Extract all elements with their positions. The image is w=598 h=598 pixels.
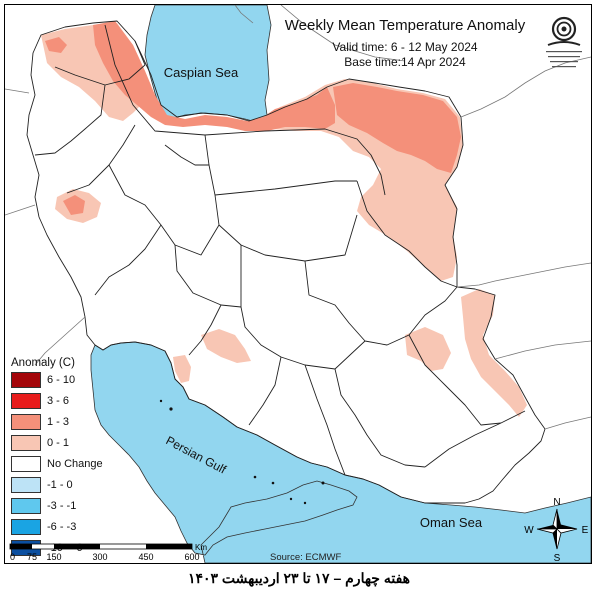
legend-label: -1 - 0	[47, 479, 73, 491]
legend-item: 6 - 10	[11, 371, 111, 389]
organization-logo	[546, 16, 582, 68]
scale-tick-label: 450	[138, 552, 153, 562]
legend-swatch	[11, 456, 41, 472]
legend-label: -3 - -1	[47, 500, 77, 512]
legend-label: 6 - 10	[47, 374, 76, 386]
legend-items: 6 - 10 3 - 6 1 - 3 0 - 1 No Change -1 - 0 -3 -…	[11, 371, 111, 557]
base-time: Base time:14 Apr 2024	[344, 55, 466, 69]
anomaly-1-3-areas	[45, 21, 461, 215]
legend-item: -1 - 0	[11, 476, 111, 494]
iran-map: Caspian Sea Persian Gulf Oman Sea N S E …	[5, 5, 591, 563]
persian-caption: هفته چهارم – ۱۷ تا ۲۳ اردیبهشت ۱۴۰۳	[187, 570, 411, 586]
legend-label: 0 - 1	[47, 437, 70, 449]
compass-n: N	[553, 497, 560, 508]
legend-item: 3 - 6	[11, 392, 111, 410]
legend: Anomaly (C) 6 - 10 3 - 6 1 - 3 0 - 1 No Chan…	[11, 357, 111, 560]
caspian-sea-label: Caspian Sea	[164, 65, 239, 80]
legend-swatch	[11, 372, 41, 388]
compass-rose: N S E W	[524, 497, 588, 563]
map-title: Weekly Mean Temperature Anomaly	[284, 17, 526, 34]
legend-swatch	[11, 435, 41, 451]
legend-swatch	[11, 414, 41, 430]
legend-title: Anomaly (C)	[11, 357, 75, 369]
legend-item: 1 - 3	[11, 413, 111, 431]
legend-label: 3 - 6	[47, 395, 70, 407]
valid-time: Valid time: 6 - 12 May 2024	[332, 40, 478, 54]
legend-label: -6 - -3	[47, 521, 77, 533]
neighbor-borders	[5, 5, 591, 430]
scale-tick-label: 0	[10, 552, 15, 562]
legend-item: -3 - -1	[11, 497, 111, 515]
legend-swatch	[11, 477, 41, 493]
compass-e: E	[582, 525, 589, 536]
compass-s: S	[554, 553, 561, 563]
legend-swatch	[11, 519, 41, 535]
oman-sea-label: Oman Sea	[420, 515, 483, 530]
anomaly-south-central	[405, 327, 451, 371]
scale-tick-label: 300	[92, 552, 107, 562]
scale-tick-label: 600	[184, 552, 199, 562]
legend-swatch	[11, 393, 41, 409]
anomaly-east	[461, 289, 527, 417]
anomaly-zagros	[201, 329, 251, 363]
gulf-islands	[159, 399, 325, 505]
anomaly-gulf-coast	[173, 355, 191, 383]
province-boundaries	[26, 20, 546, 504]
scale-unit: Km	[195, 543, 207, 552]
legend-item: -6 - -3	[11, 518, 111, 536]
legend-item: No Change	[11, 455, 111, 473]
source-credit: Source: ECMWF	[270, 552, 342, 563]
scale-tick-label: 75	[27, 552, 37, 562]
scale-tick-label: 150	[46, 552, 61, 562]
map-frame: Caspian Sea Persian Gulf Oman Sea N S E …	[4, 4, 592, 564]
anomaly-nw-spot	[45, 37, 67, 53]
anomaly-khorasan	[333, 83, 461, 173]
legend-label: No Change	[47, 458, 103, 470]
legend-label: 1 - 3	[47, 416, 70, 428]
anomaly-caspian-coast	[93, 21, 335, 131]
legend-swatch	[11, 498, 41, 514]
compass-w: W	[524, 525, 534, 536]
legend-item: 0 - 1	[11, 434, 111, 452]
anomaly-west-spot	[63, 195, 85, 215]
